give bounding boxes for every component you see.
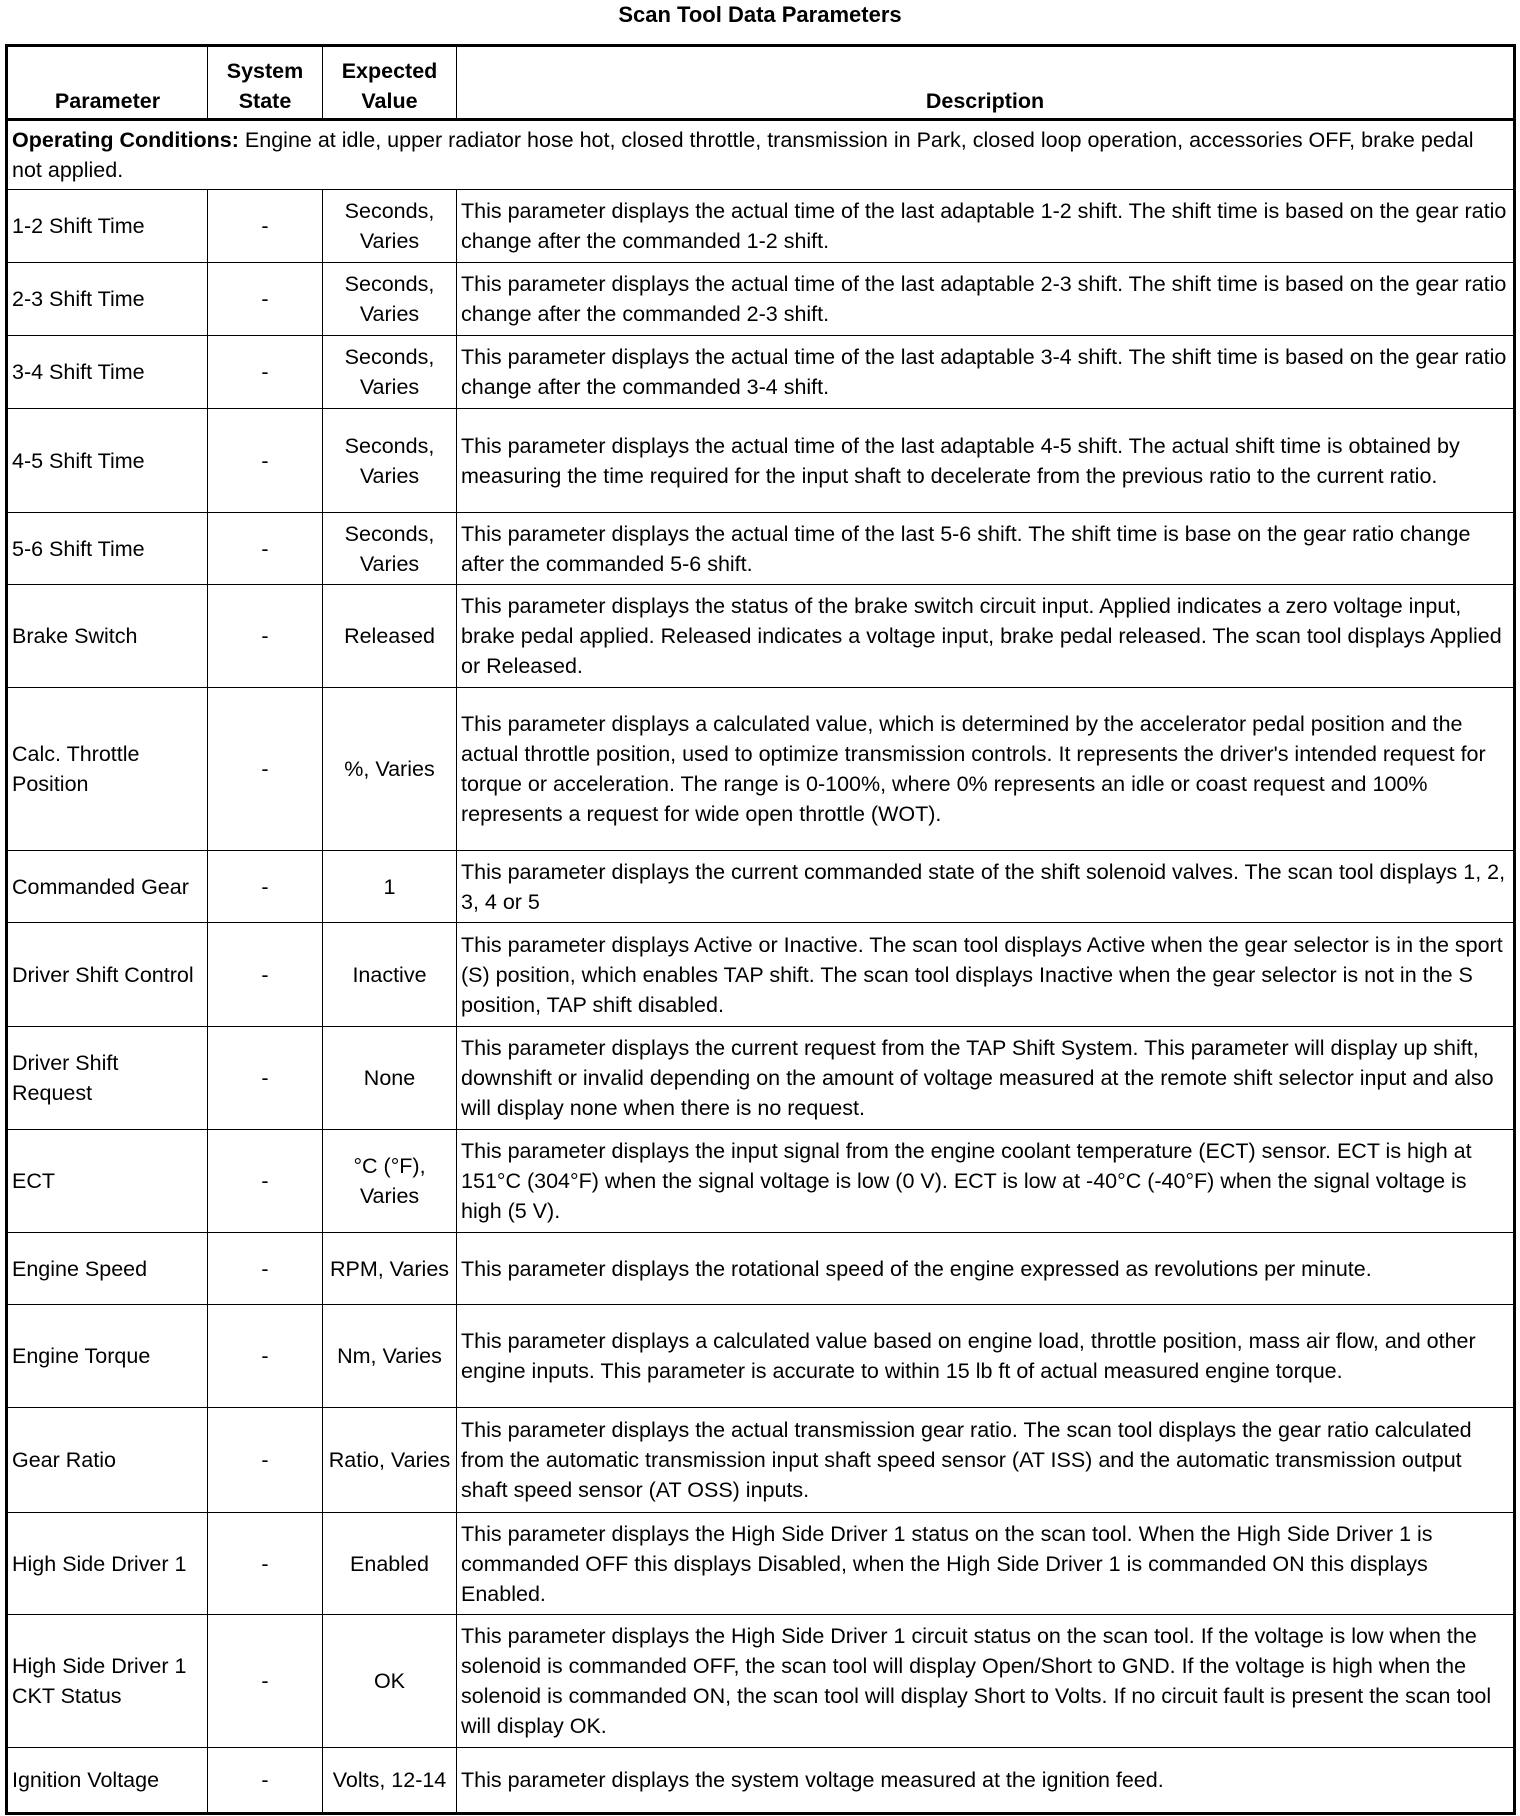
table-row: 3-4 Shift Time - Seconds, Varies This param… <box>6 335 1515 409</box>
parameter-cell: Ignition Voltage <box>6 1747 208 1814</box>
system-state-cell: - <box>207 1407 323 1513</box>
expected-value-cell: Seconds, Varies <box>322 262 457 336</box>
table-row: Commanded Gear -1 This parameter displays … <box>6 850 1515 923</box>
parameter-cell: ECT <box>6 1129 208 1233</box>
description-cell: This parameter displays the actual time … <box>456 408 1515 513</box>
expected-value-cell: Inactive <box>322 922 457 1027</box>
description-cell: This parameter displays the system volta… <box>456 1747 1515 1814</box>
expected-value-cell: RPM, Varies <box>322 1232 457 1305</box>
parameter-cell: 2-3 Shift Time <box>6 262 208 336</box>
table-row: 5-6 Shift Time - Seconds, Varies This param… <box>6 512 1515 585</box>
table-row: Driver Shift Request - None This parameter … <box>6 1026 1515 1130</box>
table-row: Gear Ratio - Ratio, Varies This parameter d… <box>6 1407 1515 1513</box>
parameter-cell: 4-5 Shift Time <box>6 408 208 513</box>
header-description: Description <box>456 45 1515 121</box>
parameter-cell: Brake Switch <box>6 584 208 688</box>
description-cell: This parameter displays the actual time … <box>456 512 1515 585</box>
description-cell: This parameter displays the current requ… <box>456 1026 1515 1130</box>
description-cell: This parameter displays the High Side Dr… <box>456 1512 1515 1615</box>
operating-conditions-text: Engine at idle, upper radiator hose hot,… <box>12 128 1474 182</box>
description-cell: This parameter displays the actual time … <box>456 189 1515 263</box>
system-state-cell: - <box>207 922 323 1027</box>
description-cell: This parameter displays the actual trans… <box>456 1407 1515 1513</box>
table-row: 1-2 Shift Time - Seconds, Varies This param… <box>6 189 1515 263</box>
parameter-cell: Engine Torque <box>6 1304 208 1408</box>
system-state-cell: - <box>207 1304 323 1408</box>
system-state-cell: - <box>207 687 323 851</box>
system-state-cell: - <box>207 335 323 409</box>
expected-value-cell: °C (°F), Varies <box>322 1129 457 1233</box>
system-state-cell: - <box>207 584 323 688</box>
expected-value-cell: Seconds, Varies <box>322 189 457 263</box>
table-row: High Side Driver 1 CKT Status - OK This par… <box>6 1614 1515 1748</box>
parameter-cell: Gear Ratio <box>6 1407 208 1513</box>
description-cell: This parameter displays the rotational s… <box>456 1232 1515 1305</box>
table-row: Engine Torque - Nm, Varies This parameter d… <box>6 1304 1515 1408</box>
operating-conditions-label: Operating Conditions: <box>12 128 239 152</box>
expected-value-cell: Volts, 12-14 <box>322 1747 457 1814</box>
system-state-cell: - <box>207 1232 323 1305</box>
document-title: Scan Tool Data Parameters <box>618 2 902 27</box>
table-row: Ignition Voltage - Volts, 12-14 This parame… <box>6 1747 1515 1814</box>
description-cell: This parameter displays the input signal… <box>456 1129 1515 1233</box>
header-expected-value: Expected Value <box>322 45 457 121</box>
expected-value-cell: Seconds, Varies <box>322 335 457 409</box>
table-row: ECT - °C (°F), Varies This parameter displa… <box>6 1129 1515 1233</box>
system-state-cell: - <box>207 512 323 585</box>
table-row: Brake Switch - Released This parameter disp… <box>6 584 1515 688</box>
header-system-state: System State <box>207 45 323 121</box>
parameter-cell: 3-4 Shift Time <box>6 335 208 409</box>
parameter-cell: Commanded Gear <box>6 850 208 923</box>
system-state-cell: - <box>207 189 323 263</box>
description-cell: This parameter displays a calculated val… <box>456 1304 1515 1408</box>
parameter-cell: High Side Driver 1 <box>6 1512 208 1615</box>
table-row: High Side Driver 1- Enabled This parameter… <box>6 1512 1515 1615</box>
parameter-cell: 1-2 Shift Time <box>6 189 208 263</box>
expected-value-cell: OK <box>322 1614 457 1748</box>
description-cell: This parameter displays Active or Inacti… <box>456 922 1515 1027</box>
expected-value-cell: Ratio, Varies <box>322 1407 457 1513</box>
system-state-cell: - <box>207 1026 323 1130</box>
parameter-cell: Driver Shift Request <box>6 1026 208 1130</box>
table-row: Driver Shift Control - Inactive This parame… <box>6 922 1515 1027</box>
operating-conditions: Operating Conditions: Engine at idle, up… <box>6 119 1515 190</box>
parameter-cell: Engine Speed <box>6 1232 208 1305</box>
expected-value-cell: 1 <box>322 850 457 923</box>
description-cell: This parameter displays the actual time … <box>456 335 1515 409</box>
system-state-cell: - <box>207 1747 323 1814</box>
system-state-cell: - <box>207 1614 323 1748</box>
table-row: Engine Speed - RPM, Varies This parameter d… <box>6 1232 1515 1305</box>
description-cell: This parameter displays the current comm… <box>456 850 1515 923</box>
operating-conditions-row: Operating Conditions: Engine at idle, up… <box>6 119 1515 190</box>
scan-tool-data-table: Parameter System State Expected Value De… <box>5 44 1516 1815</box>
header-parameter: Parameter <box>6 45 208 121</box>
expected-value-cell: Seconds, Varies <box>322 512 457 585</box>
table-row: 4-5 Shift Time - Seconds, Varies This param… <box>6 408 1515 513</box>
system-state-cell: - <box>207 1129 323 1233</box>
expected-value-cell: Released <box>322 584 457 688</box>
parameter-cell: Driver Shift Control <box>6 922 208 1027</box>
system-state-cell: - <box>207 850 323 923</box>
system-state-cell: - <box>207 262 323 336</box>
header-row: Parameter System State Expected Value De… <box>6 45 1515 121</box>
expected-value-cell: Seconds, Varies <box>322 408 457 513</box>
parameter-cell: 5-6 Shift Time <box>6 512 208 585</box>
parameter-cell: High Side Driver 1 CKT Status <box>6 1614 208 1748</box>
table-row: 2-3 Shift Time - Seconds, Varies This param… <box>6 262 1515 336</box>
expected-value-cell: %, Varies <box>322 687 457 851</box>
system-state-cell: - <box>207 408 323 513</box>
parameter-cell: Calc. Throttle Position <box>6 687 208 851</box>
expected-value-cell: None <box>322 1026 457 1130</box>
table-row: Calc. Throttle Position -%, Varies This pa… <box>6 687 1515 851</box>
description-cell: This parameter displays a calculated val… <box>456 687 1515 851</box>
description-cell: This parameter displays the actual time … <box>456 262 1515 336</box>
description-cell: This parameter displays the High Side Dr… <box>456 1614 1515 1748</box>
system-state-cell: - <box>207 1512 323 1615</box>
expected-value-cell: Nm, Varies <box>322 1304 457 1408</box>
description-cell: This parameter displays the status of th… <box>456 584 1515 688</box>
expected-value-cell: Enabled <box>322 1512 457 1615</box>
